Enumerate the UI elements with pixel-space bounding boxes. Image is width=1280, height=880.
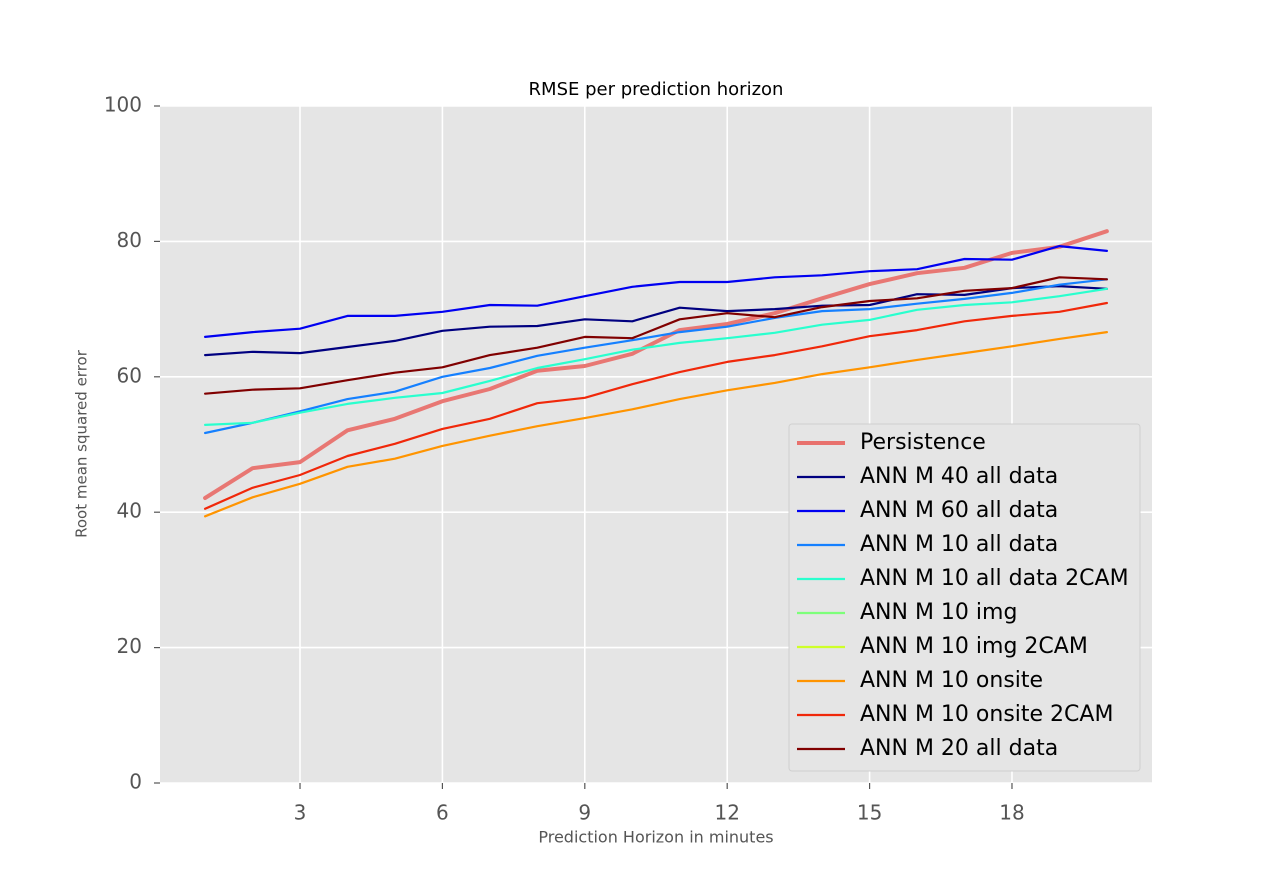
legend-label: ANN M 10 all data 2CAM (860, 566, 1129, 591)
y-tick-label: 60 (117, 363, 142, 387)
series-line (204, 301, 1108, 510)
chart-title: RMSE per prediction horizon (529, 79, 784, 100)
series-line (204, 331, 1108, 518)
x-tick-label: 15 (857, 801, 882, 825)
x-tick-label: 9 (578, 801, 591, 825)
legend-label: ANN M 10 onsite 2CAM (860, 702, 1113, 727)
y-tick-label: 0 (129, 770, 142, 794)
y-tick-label: 40 (117, 499, 142, 523)
y-tick-label: 100 (104, 93, 142, 117)
series-line (204, 276, 1108, 395)
series-line (204, 245, 1108, 338)
series-line (204, 287, 1108, 426)
y-axis-label: Root mean squared error (73, 349, 91, 538)
series-line (204, 278, 1108, 435)
y-tick-label: 80 (117, 228, 142, 252)
x-tick-label: 18 (999, 801, 1024, 825)
legend-box (788, 423, 1141, 772)
legend-label: ANN M 10 all data (860, 532, 1058, 557)
series-line (204, 285, 1108, 357)
series-line (203, 229, 1109, 500)
x-tick-label: 12 (714, 801, 739, 825)
legend-label: ANN M 40 all data (860, 464, 1058, 489)
legend-label: ANN M 10 img (860, 600, 1017, 625)
x-axis-label: Prediction Horizon in minutes (538, 828, 773, 847)
legend-label: ANN M 10 img 2CAM (860, 634, 1088, 659)
y-tick-label: 20 (117, 634, 142, 658)
x-tick-label: 3 (294, 801, 307, 825)
legend-label: ANN M 20 all data (860, 736, 1058, 761)
x-tick-label: 6 (436, 801, 449, 825)
legend-label: ANN M 10 onsite (860, 668, 1043, 693)
legend-label: ANN M 60 all data (860, 498, 1058, 523)
legend-label: Persistence (860, 430, 986, 455)
